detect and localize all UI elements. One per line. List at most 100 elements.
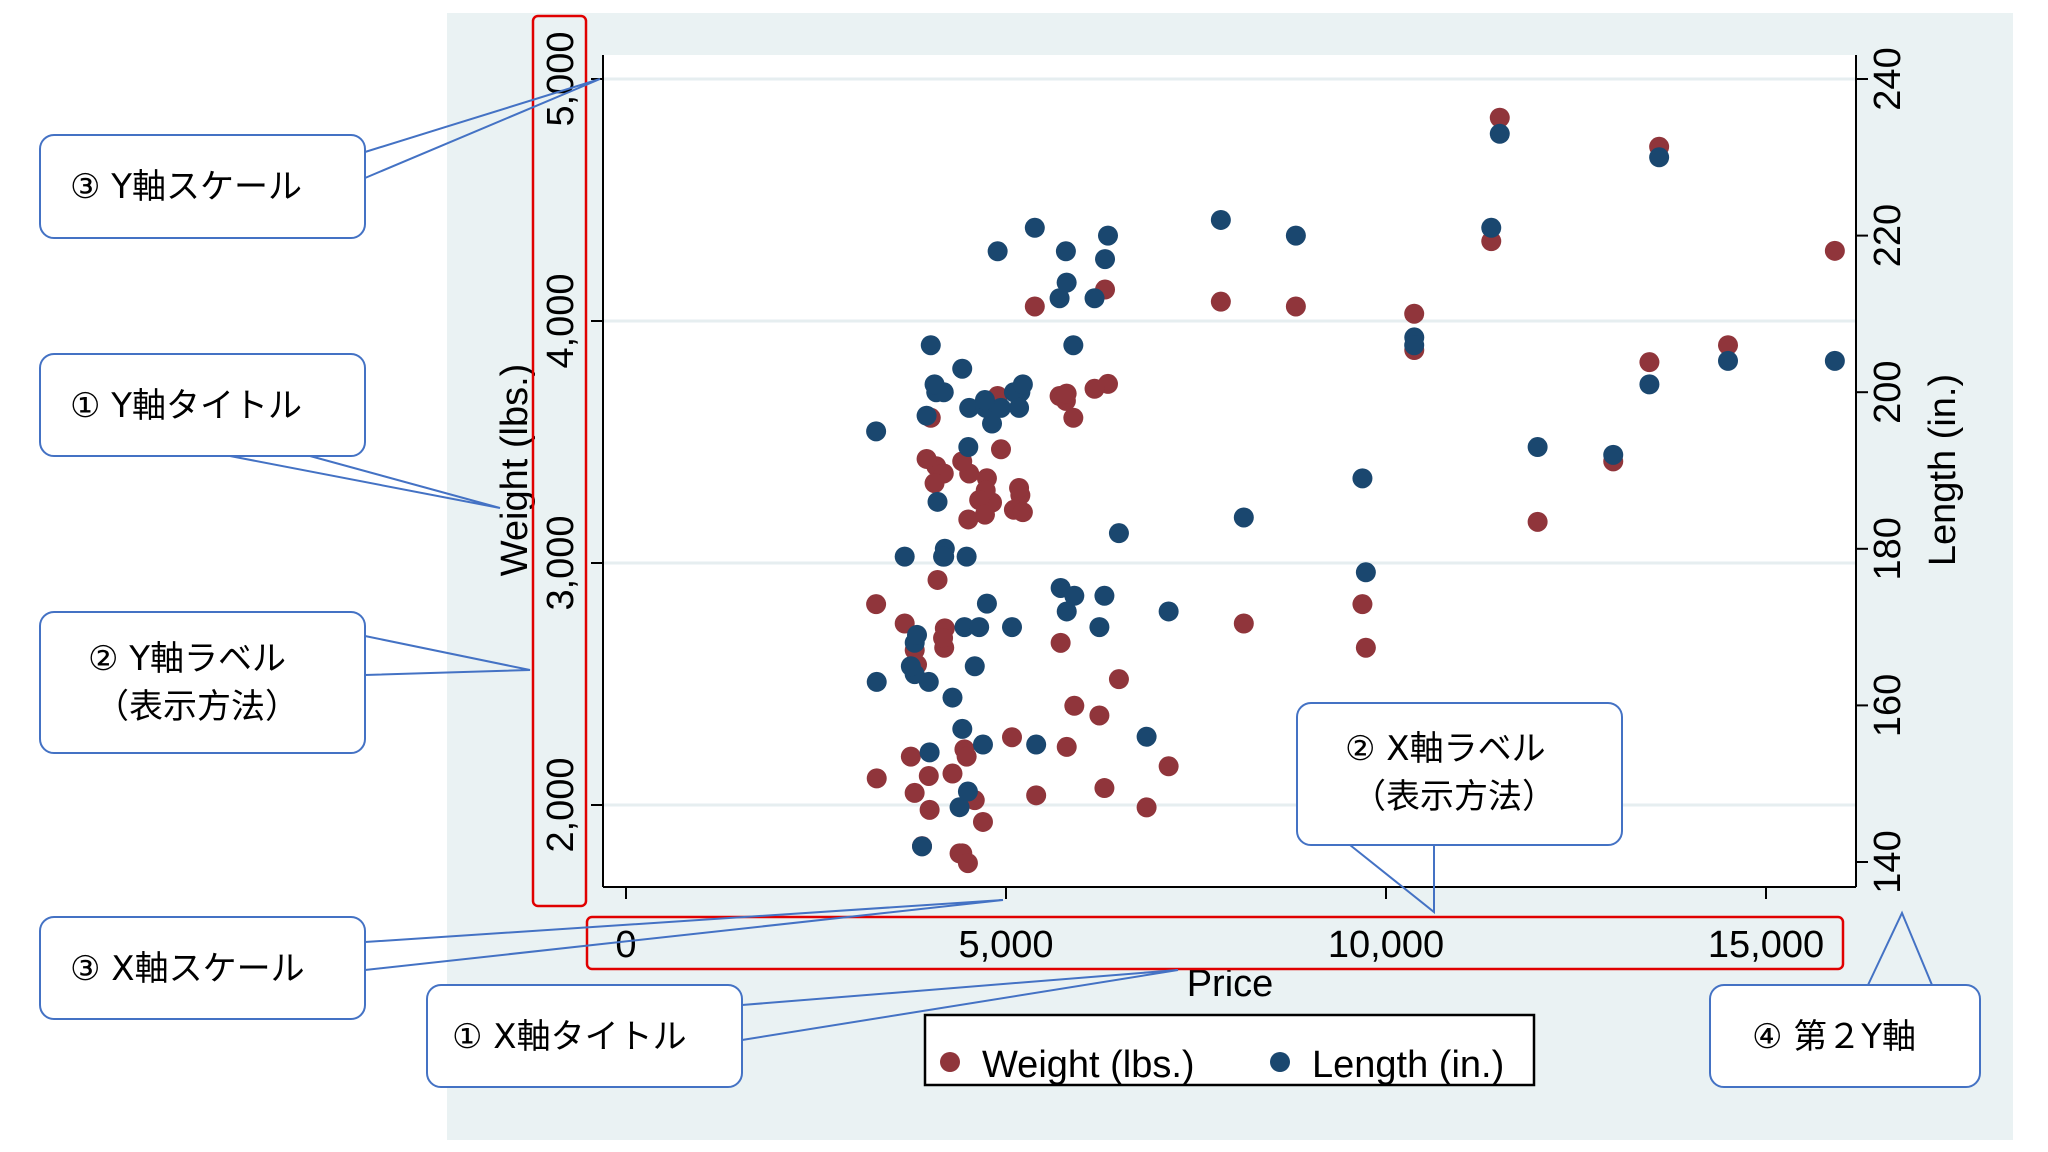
- weight-point: [1009, 477, 1030, 498]
- callout-x-title-text: ① X軸タイトル: [452, 1017, 687, 1057]
- length-point: [1012, 374, 1033, 395]
- length-point: [1002, 617, 1023, 638]
- y-axis-title: Weight (lbs.): [494, 364, 536, 577]
- length-point: [990, 397, 1011, 418]
- weight-point: [1089, 705, 1110, 726]
- weight-point: [958, 509, 979, 530]
- weight-point: [1024, 296, 1045, 317]
- length-point: [1489, 123, 1510, 144]
- weight-point: [1056, 383, 1077, 404]
- callout-y-label-text-1: ② Y軸ラベル: [88, 639, 286, 679]
- length-point: [916, 405, 937, 426]
- weight-point: [1056, 736, 1077, 757]
- length-point: [957, 781, 978, 802]
- length-point: [1481, 217, 1502, 238]
- length-point: [1009, 397, 1030, 418]
- y2-tick-label: 180: [1867, 517, 1909, 580]
- weight-point: [1489, 107, 1510, 128]
- weight-point: [904, 782, 925, 803]
- x-axis-label-highlight: [585, 915, 1845, 971]
- weight-point: [1210, 291, 1231, 312]
- length-point: [866, 671, 887, 692]
- legend-weight-label: Weight (lbs.): [982, 1044, 1195, 1086]
- length-point: [1233, 507, 1254, 528]
- length-point: [1095, 249, 1116, 270]
- weight-point: [957, 853, 978, 874]
- length-point: [1210, 209, 1231, 230]
- callout-x-scale: ③ X軸スケール: [39, 899, 1004, 1020]
- data-points: [866, 107, 1845, 874]
- length-point: [1056, 272, 1077, 293]
- y2-tick-label: 240: [1867, 47, 1909, 110]
- length-point: [900, 656, 921, 677]
- callout-x-scale-text: ③ X軸スケール: [70, 949, 305, 989]
- length-point: [1024, 217, 1045, 238]
- length-point: [964, 656, 985, 677]
- weight-point: [1233, 613, 1254, 634]
- length-point: [920, 335, 941, 356]
- length-point: [919, 742, 940, 763]
- length-point: [1352, 468, 1373, 489]
- length-point: [982, 413, 1003, 434]
- callout-x-label-text-1: ② X軸ラベル: [1345, 729, 1546, 769]
- y-tick-label: 4,000: [540, 273, 582, 368]
- weight-point: [974, 504, 995, 525]
- length-point: [1089, 617, 1110, 638]
- length-point: [1026, 734, 1047, 755]
- length-point: [1649, 147, 1670, 168]
- length-point: [959, 397, 980, 418]
- weight-point: [1136, 797, 1157, 818]
- weight-point: [866, 594, 887, 615]
- length-point: [1527, 437, 1548, 458]
- length-point: [1056, 601, 1077, 622]
- length-point: [1158, 601, 1179, 622]
- y2-axis-title: Length (in.): [1922, 374, 1964, 566]
- callout-y-label-text-2: （表示方法）: [95, 687, 299, 727]
- length-point: [1084, 288, 1105, 309]
- length-point: [912, 836, 933, 857]
- length-point: [972, 734, 993, 755]
- weight-point: [1355, 637, 1376, 658]
- y-tick-label: 3,000: [540, 515, 582, 610]
- weight-point: [924, 473, 945, 494]
- length-point: [1050, 577, 1071, 598]
- length-point: [1404, 335, 1425, 356]
- length-point: [924, 374, 945, 395]
- weight-point: [1094, 778, 1115, 799]
- weight-point: [1063, 407, 1084, 428]
- callout-y2-axis-text: ④ 第２Y軸: [1752, 1017, 1916, 1057]
- length-point: [1718, 350, 1738, 371]
- weight-point: [918, 765, 939, 786]
- weight-point: [1012, 502, 1033, 523]
- legend-weight-marker: [940, 1052, 960, 1072]
- weight-point: [1527, 511, 1548, 532]
- length-point: [942, 687, 963, 708]
- length-point: [1063, 335, 1084, 356]
- gridlines: [603, 77, 1856, 807]
- length-point: [1055, 241, 1076, 262]
- weight-point: [1050, 632, 1071, 653]
- x-tick-label: 15,000: [1708, 924, 1824, 966]
- length-point: [894, 546, 915, 567]
- weight-point: [1064, 695, 1085, 716]
- weight-point: [1718, 335, 1738, 356]
- weight-point: [933, 628, 954, 649]
- length-point: [1049, 288, 1070, 309]
- weight-point: [900, 746, 921, 767]
- callout-x-title: ① X軸タイトル: [426, 969, 1179, 1088]
- x-tick-label: 10,000: [1328, 924, 1444, 966]
- y-tick-label: 5,000: [540, 31, 582, 126]
- weight-point: [866, 768, 887, 789]
- length-point: [1136, 726, 1157, 747]
- weight-point: [919, 799, 940, 820]
- callout-y-title-text: ① Y軸タイトル: [70, 386, 302, 426]
- legend-length-marker: [1270, 1052, 1290, 1072]
- length-point: [1285, 225, 1306, 246]
- length-point: [1355, 562, 1376, 583]
- length-point: [1094, 585, 1115, 606]
- callout-y-scale-text: ③ Y軸スケール: [70, 167, 302, 207]
- length-point: [927, 491, 948, 512]
- legend-length-label: Length (in.): [1312, 1044, 1504, 1086]
- weight-point: [1404, 303, 1425, 324]
